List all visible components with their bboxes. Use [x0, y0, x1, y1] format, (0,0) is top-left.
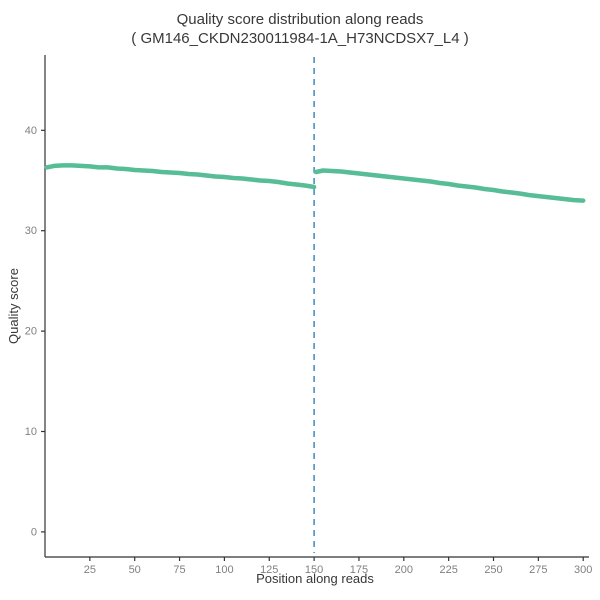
x-tick-label: 225 [439, 564, 457, 576]
y-tick-label: 30 [25, 225, 37, 237]
x-tick-label: 125 [260, 564, 278, 576]
x-axis-label: Position along reads [256, 571, 374, 586]
chart-title: Quality score distribution along reads [176, 11, 424, 28]
quality-score-line [44, 163, 317, 190]
x-tick-label: 100 [215, 564, 233, 576]
quality-score-line [313, 168, 586, 203]
x-tick-label: 300 [574, 564, 592, 576]
y-tick-label: 20 [25, 326, 37, 338]
x-tick-label: 175 [350, 564, 368, 576]
x-tick-label: 50 [129, 564, 141, 576]
x-tick-label: 250 [484, 564, 502, 576]
y-axis-label: Quality score [6, 268, 21, 344]
y-tick-label: 0 [31, 526, 37, 538]
y-tick-label: 40 [25, 125, 37, 137]
chart-subtitle: ( GM146_CKDN230011984-1A_H73NCDSX7_L4 ) [131, 30, 469, 47]
x-tick-label: 75 [173, 564, 185, 576]
y-tick-label: 10 [25, 426, 37, 438]
x-tick-label: 200 [395, 564, 413, 576]
x-tick-label: 275 [529, 564, 547, 576]
x-tick-label: 25 [84, 564, 96, 576]
x-tick-label: 150 [305, 564, 323, 576]
